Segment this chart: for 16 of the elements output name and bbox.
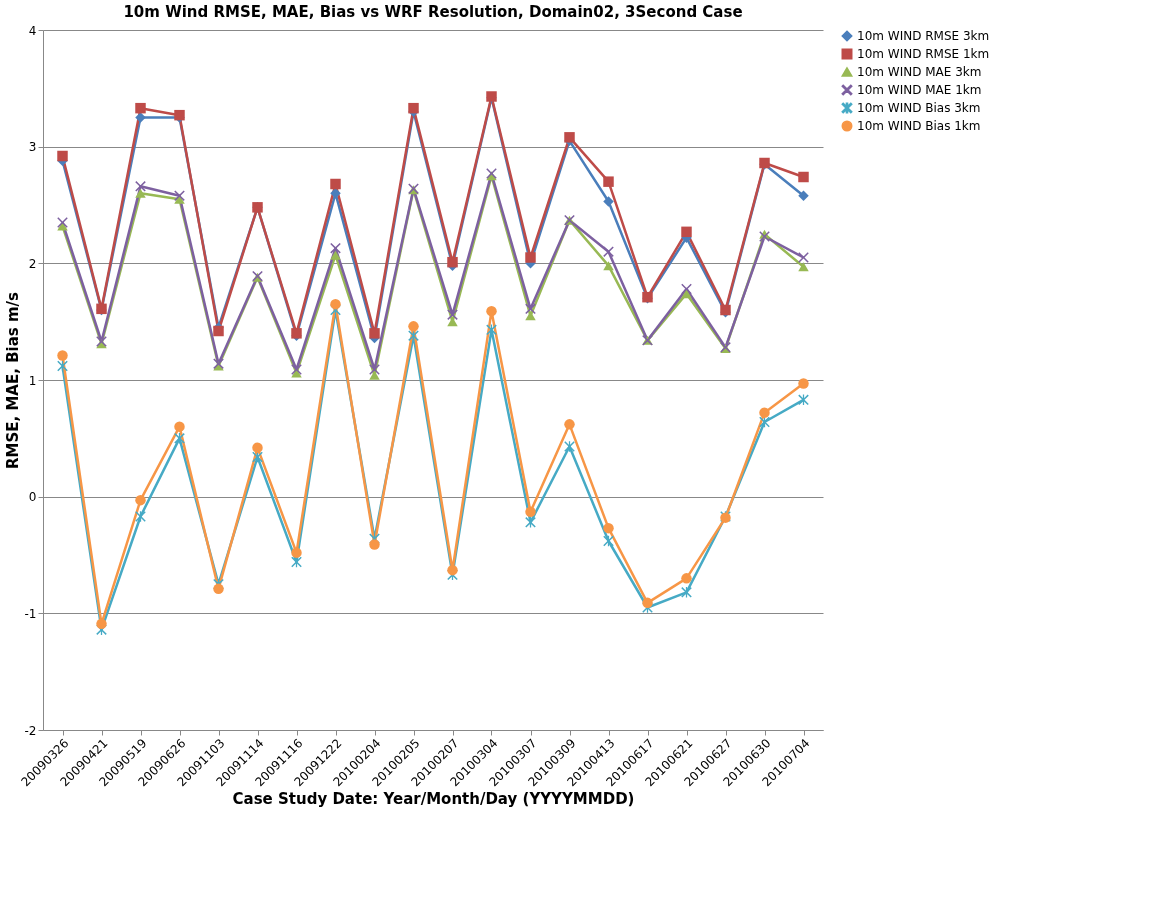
- y-tick-label: 0: [28, 490, 37, 505]
- y-axis-title: RMSE, MAE, Bias m/s: [3, 291, 22, 470]
- y-tick-label: 3: [28, 140, 37, 155]
- legend-label: 10m WIND MAE 1km: [857, 83, 982, 97]
- y-tick-label: 1: [28, 373, 37, 388]
- chart-title: 10m Wind RMSE, MAE, Bias vs WRF Resolution, Domain02, 3Second Case: [123, 3, 743, 21]
- x-axis-title: Case Study Date: Year/Month/Day (YYYYMMDD): [232, 790, 635, 809]
- legend-label: 10m WIND RMSE 1km: [857, 47, 990, 61]
- y-tick-label: 4: [28, 23, 37, 38]
- y-tick-label: -1: [24, 606, 37, 621]
- legend-label: 10m WIND MAE 3km: [857, 65, 982, 79]
- y-tick-label: 2: [28, 256, 37, 271]
- y-tick-label: -2: [24, 723, 37, 738]
- legend-label: 10m WIND Bias 1km: [857, 119, 981, 133]
- legend-label: 10m WIND Bias 3km: [857, 101, 981, 115]
- legend-label: 10m WIND RMSE 3km: [857, 29, 990, 43]
